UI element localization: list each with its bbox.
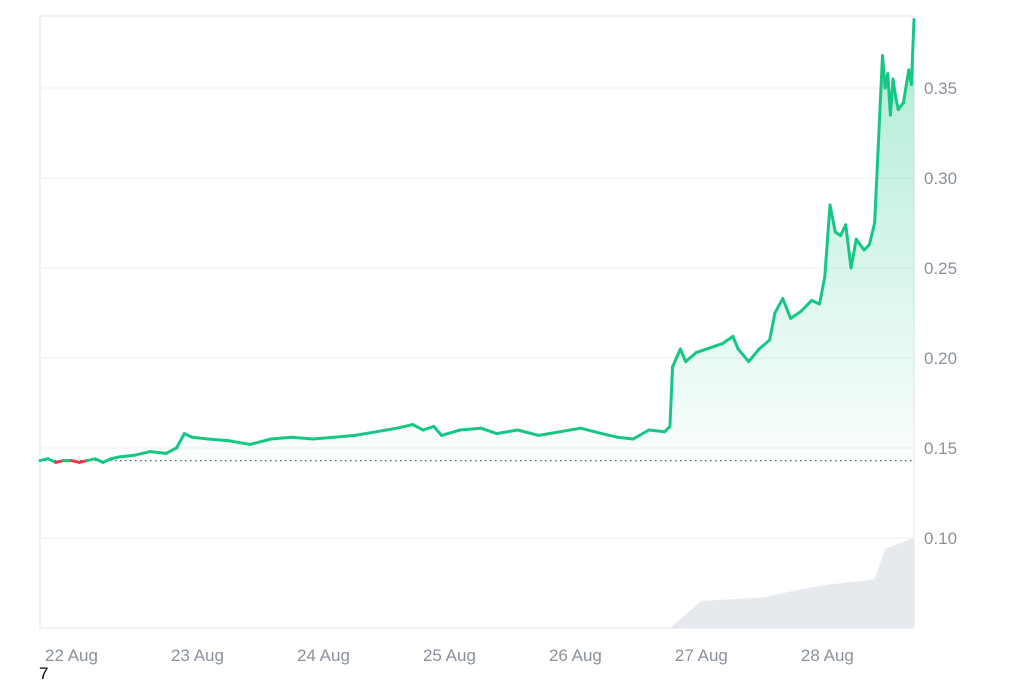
line-segment (909, 18, 916, 86)
x-tick-label: 23 Aug (171, 646, 224, 665)
line-segment (757, 338, 772, 351)
line-segment (411, 423, 425, 432)
line-segment (781, 297, 793, 320)
x-tick-label: 24 Aug (297, 646, 350, 665)
line-segment (668, 365, 675, 428)
line-segment (902, 68, 911, 104)
line-segment (873, 54, 885, 225)
line-segment (227, 439, 252, 446)
line-segment (615, 435, 635, 441)
line-segment (374, 426, 399, 434)
line-segment (854, 237, 866, 252)
line-segment (206, 437, 231, 443)
x-axis-ticks: 22 Aug 23 Aug 24 Aug 25 Aug 26 Aug 27 Aug 28 A… (45, 646, 854, 665)
line-segment (849, 237, 858, 270)
line-segment (432, 424, 444, 437)
line-segment (671, 347, 682, 369)
line-segment (117, 453, 136, 459)
x-tick-label: 22 Aug (45, 646, 98, 665)
line-segment (558, 426, 583, 434)
y-tick-label: 0.30 (924, 169, 957, 188)
line-segment (720, 334, 735, 346)
line-segment (174, 432, 186, 450)
line-segment (269, 435, 294, 441)
line-segment (867, 221, 877, 247)
x-tick-label: 27 Aug (675, 646, 728, 665)
y-tick-label: 0.15 (924, 439, 957, 458)
volume-area (669, 538, 914, 628)
line-segment (132, 450, 152, 457)
line-segment (579, 426, 604, 436)
line-segment (823, 203, 832, 279)
line-segment (421, 424, 436, 432)
line-segment (731, 334, 740, 351)
y-tick-label: 0.25 (924, 259, 957, 278)
y-tick-label: 0.35 (924, 79, 957, 98)
line-segment (747, 347, 761, 364)
line-segment (148, 450, 168, 455)
line-segment (332, 433, 357, 439)
line-segment (248, 437, 273, 446)
line-segment (828, 203, 837, 234)
line-segment (600, 432, 619, 439)
line-segment (894, 95, 900, 112)
line-segment (844, 223, 853, 270)
page-number: 7 (39, 664, 49, 683)
area-fill (40, 19, 914, 461)
line-segment (818, 275, 827, 306)
line-segment (768, 311, 777, 342)
line-segment (773, 297, 785, 315)
line-segment (311, 435, 336, 441)
price-line (38, 18, 916, 464)
x-tick-label: 28 Aug (801, 646, 854, 665)
line-segment (395, 423, 415, 430)
line-segment (440, 428, 462, 437)
line-segment (647, 428, 667, 434)
y-axis-ticks: 0.35 0.30 0.25 0.20 0.15 0.10 (924, 79, 957, 548)
line-segment (479, 426, 499, 436)
y-tick-label: 0.20 (924, 349, 957, 368)
x-tick-label: 25 Aug (423, 646, 476, 665)
line-segment (736, 347, 751, 364)
volume-shape (669, 538, 914, 628)
line-segment (891, 77, 898, 99)
x-tick-label: 26 Aug (549, 646, 602, 665)
line-segment (537, 430, 562, 437)
y-tick-label: 0.10 (924, 529, 957, 548)
line-segment (164, 446, 178, 455)
line-segment (190, 435, 210, 441)
line-segment (678, 347, 688, 364)
line-segment (631, 428, 651, 441)
line-segment (516, 428, 541, 437)
line-segment (710, 342, 724, 349)
line-segment (684, 351, 698, 364)
line-segment (789, 309, 803, 320)
line-segment (353, 430, 378, 437)
price-fill (40, 19, 914, 461)
line-segment (799, 298, 814, 313)
line-segment (694, 345, 714, 355)
line-segment (290, 435, 315, 441)
line-segment (458, 426, 483, 432)
line-segment (495, 428, 520, 436)
